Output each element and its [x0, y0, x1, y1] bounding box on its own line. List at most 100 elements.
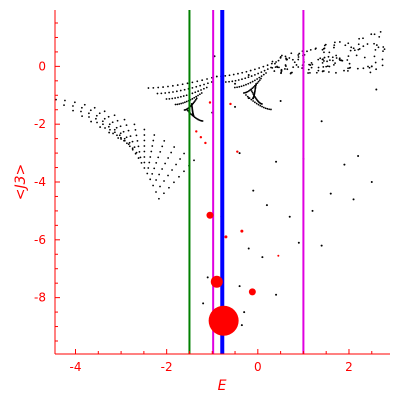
band-point	[165, 98, 168, 100]
band-point	[116, 119, 119, 122]
band-point	[131, 147, 134, 150]
band-point	[265, 72, 267, 74]
cluster-point	[274, 66, 277, 68]
scatter-point	[247, 74, 250, 77]
cluster-point	[319, 57, 322, 60]
band-point	[207, 82, 209, 85]
band-point	[151, 172, 154, 175]
cluster-point	[373, 33, 376, 36]
band-point	[260, 77, 262, 80]
band-point	[88, 116, 90, 118]
band-point	[149, 156, 152, 158]
y-tick-label: -4	[34, 175, 46, 189]
band-point	[176, 84, 179, 86]
band-point	[266, 107, 269, 110]
band-point	[167, 174, 169, 177]
cluster-point	[317, 66, 320, 69]
band-point	[266, 68, 269, 71]
scatter-point	[311, 209, 314, 212]
band-point	[139, 156, 142, 159]
cluster-point	[347, 70, 349, 72]
cluster-point	[288, 57, 291, 59]
cluster-point	[284, 65, 287, 67]
band-point	[113, 114, 116, 117]
band-point	[155, 161, 158, 164]
band-point	[128, 141, 131, 144]
band-point	[171, 84, 174, 87]
band-point	[179, 158, 181, 160]
band-point	[190, 113, 193, 116]
highlight-point	[208, 101, 212, 104]
cluster-point	[335, 54, 338, 57]
band-point	[256, 82, 259, 85]
band-point	[134, 129, 137, 131]
cluster-point	[317, 58, 320, 61]
band-point	[240, 85, 243, 88]
band-point	[143, 145, 146, 147]
band-point	[203, 83, 205, 86]
cluster-point	[383, 48, 386, 51]
cluster-point	[355, 54, 358, 57]
band-point	[135, 134, 138, 137]
band-point	[103, 110, 106, 113]
scatter-point	[252, 189, 255, 192]
band-point	[260, 71, 263, 74]
band-point	[170, 151, 173, 154]
cluster-point	[292, 66, 295, 69]
band-point	[234, 79, 237, 82]
x-axis-title: E	[218, 378, 227, 394]
cluster-point	[309, 72, 311, 74]
cluster-point	[332, 63, 335, 66]
scatter-point	[206, 276, 209, 279]
band-point	[164, 162, 167, 165]
band-point	[122, 130, 125, 133]
band-point	[143, 139, 146, 142]
cluster-point	[278, 66, 280, 69]
cluster-point	[357, 43, 360, 46]
band-point	[194, 98, 197, 101]
band-point	[253, 68, 256, 71]
cluster-point	[317, 69, 320, 72]
highlight-point	[248, 288, 256, 296]
cluster-point	[307, 68, 310, 71]
band-point	[63, 104, 65, 107]
band-point	[163, 192, 165, 195]
cluster-point	[310, 61, 313, 64]
cluster-point	[375, 44, 378, 46]
band-point	[72, 109, 74, 112]
band-point	[133, 146, 136, 149]
band-point	[231, 80, 234, 83]
band-point	[258, 76, 261, 79]
band-point	[268, 108, 271, 111]
highlight-point	[204, 141, 207, 145]
cluster-point	[297, 66, 300, 68]
band-point	[262, 73, 265, 76]
cluster-point	[347, 67, 349, 70]
x-tick-label: 0	[254, 360, 262, 374]
band-point	[191, 86, 194, 89]
band-point	[270, 108, 272, 111]
scatter-point	[375, 88, 378, 91]
band-point	[119, 125, 122, 128]
cluster-point	[325, 65, 328, 68]
cluster-point	[362, 45, 365, 48]
band-point	[183, 101, 186, 104]
cluster-point	[358, 48, 361, 50]
band-point	[118, 134, 121, 137]
cluster-point	[324, 43, 327, 46]
band-point	[260, 75, 263, 78]
cluster-point	[323, 56, 326, 59]
cluster-point	[381, 58, 384, 61]
band-point	[250, 90, 253, 93]
band-point	[190, 104, 193, 107]
band-point	[127, 129, 130, 132]
band-point	[98, 112, 101, 115]
scatter-point	[275, 293, 278, 296]
scatter-point	[234, 105, 237, 108]
cluster-point	[350, 46, 353, 49]
band-point	[143, 167, 146, 169]
band-point	[253, 95, 256, 98]
band-point	[185, 94, 188, 97]
cluster-point	[289, 72, 292, 75]
band-point	[163, 180, 165, 182]
